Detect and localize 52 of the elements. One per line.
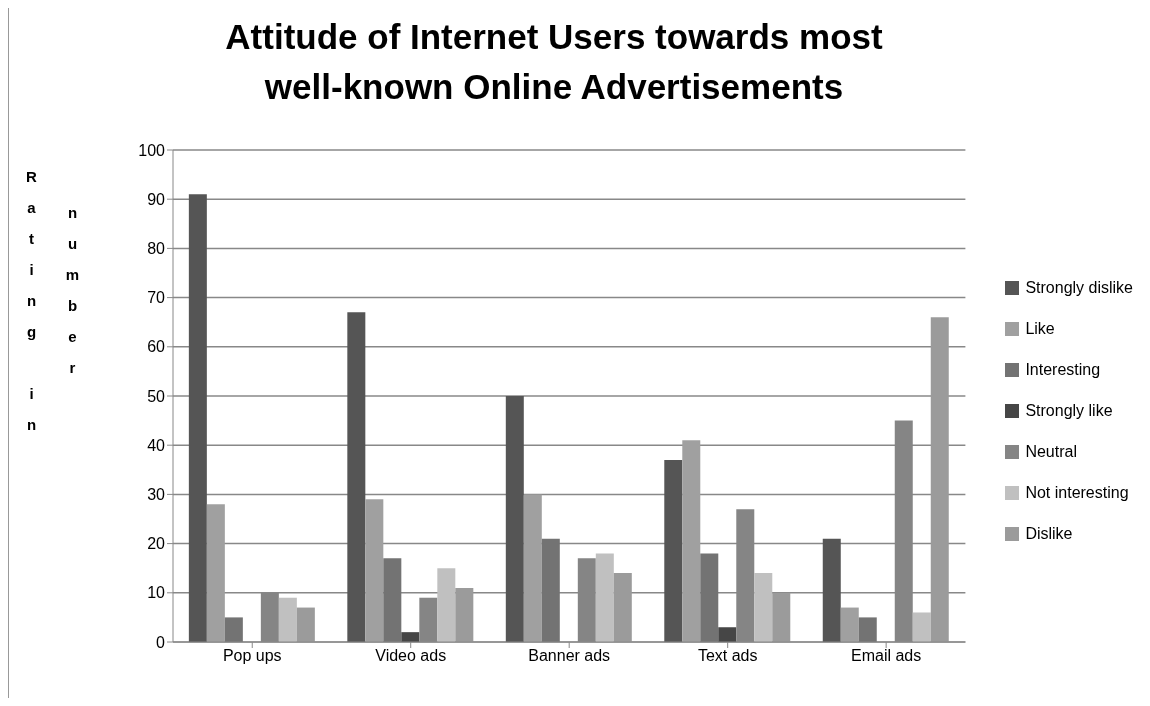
bar xyxy=(383,558,402,642)
text: Rating in number xyxy=(23,168,81,447)
legend-label: Not interesting xyxy=(1025,483,1129,503)
bar xyxy=(505,396,524,642)
bar xyxy=(347,312,366,642)
bar xyxy=(613,573,632,642)
bar xyxy=(822,538,841,642)
y-tick-label: 70 xyxy=(147,289,166,307)
legend-label: Strongly dislike xyxy=(1025,278,1133,298)
y-tick-label: 80 xyxy=(147,240,166,258)
y-tick-label: 50 xyxy=(147,387,166,405)
x-tick-label: Email ads xyxy=(851,647,922,665)
bar xyxy=(700,553,719,642)
bar xyxy=(437,568,456,642)
y-tick-label: 40 xyxy=(147,436,166,454)
bar xyxy=(224,617,243,642)
bar xyxy=(188,194,207,642)
legend-label: Neutral xyxy=(1025,442,1077,462)
bar xyxy=(858,617,877,642)
bar xyxy=(912,612,931,642)
chart-title: Attitude of Internet Users towards most well-known Online Advertisements xyxy=(224,16,884,108)
bar xyxy=(365,499,384,642)
bar xyxy=(595,553,614,642)
legend-label: Like xyxy=(1025,319,1055,339)
bar xyxy=(930,317,949,642)
bar xyxy=(523,494,542,642)
bar xyxy=(754,573,773,642)
y-tick-label: 0 xyxy=(156,633,166,651)
y-tick-label: 20 xyxy=(147,535,166,553)
bar xyxy=(682,440,701,642)
x-tick-label: Video ads xyxy=(375,647,447,665)
bar xyxy=(664,459,683,642)
y-tick-label: 60 xyxy=(147,338,166,356)
bar xyxy=(206,504,225,642)
x-tick-label: Banner ads xyxy=(528,647,611,665)
legend-label: Interesting xyxy=(1025,360,1101,380)
bar xyxy=(840,607,859,642)
bar xyxy=(296,607,315,642)
bar xyxy=(278,597,297,642)
y-tick-label: 100 xyxy=(138,141,166,159)
x-tick-label: Pop ups xyxy=(222,647,282,665)
bar xyxy=(455,587,474,642)
legend-label: Strongly like xyxy=(1025,401,1113,421)
bar xyxy=(772,592,791,642)
y-tick-label: 90 xyxy=(147,190,166,208)
y-tick-label: 30 xyxy=(147,486,166,504)
bar xyxy=(718,627,737,642)
bar xyxy=(541,538,560,642)
y-tick-label: 10 xyxy=(147,584,166,602)
bar xyxy=(401,632,420,642)
x-tick-label: Text ads xyxy=(697,647,758,665)
legend-label: Dislike xyxy=(1025,524,1073,544)
